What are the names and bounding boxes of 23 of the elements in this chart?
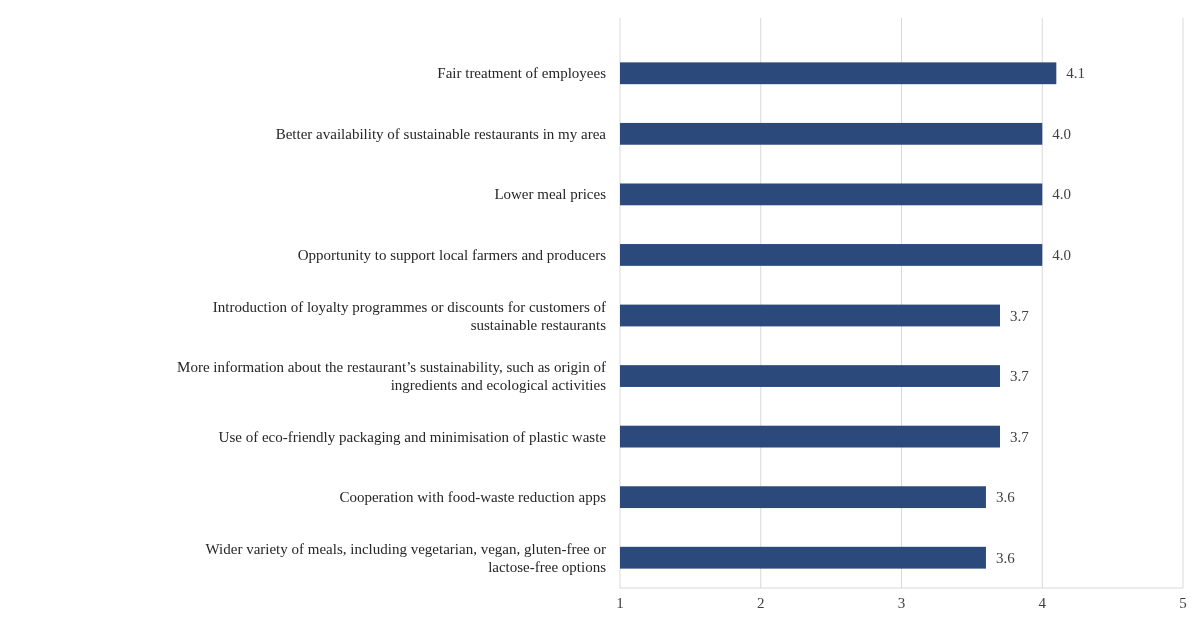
y-tick-label: Fair treatment of employees — [437, 65, 607, 82]
data-label: 3.7 — [1010, 307, 1030, 324]
y-tick-label: Use of eco-friendly packaging and minimisation of plastic waste — [218, 428, 607, 445]
y-tick-label: Cooperation with food-waste reduction apps — [339, 489, 607, 506]
y-tick-label: Lower meal prices — [494, 186, 607, 203]
x-tick-label: 3 — [897, 595, 906, 611]
data-label: 4.0 — [1052, 186, 1071, 203]
y-tick-label: Introduction of loyalty programmes or discounts for customers of sustainable restaurants — [212, 298, 607, 333]
data-label: 3.6 — [995, 549, 1016, 566]
y-tick-label: Opportunity to support local farmers and producers — [297, 246, 607, 263]
y-tick-label: Better availability of sustainable restaurants in my area — [275, 125, 607, 142]
x-tick-label: 4 — [1038, 595, 1047, 611]
x-tick-label: 2 — [757, 595, 765, 611]
y-tick-label: Wider variety of meals, including vegetarian, vegan, gluten-free or lactose-free options — [205, 540, 607, 575]
data-label: 3.7 — [1010, 368, 1030, 385]
x-tick-label: 1 — [616, 595, 624, 611]
data-label: 4.1 — [1066, 65, 1086, 82]
y-tick-label: More information about the restaurant’s sustainability, such as origin of ingredients and ecological activities — [177, 359, 607, 394]
x-tick-label: 5 — [1179, 595, 1187, 611]
data-label: 4.0 — [1052, 246, 1071, 263]
data-label: 3.6 — [995, 489, 1016, 506]
data-label: 4.0 — [1052, 125, 1071, 142]
data-label: 3.7 — [1010, 428, 1030, 445]
